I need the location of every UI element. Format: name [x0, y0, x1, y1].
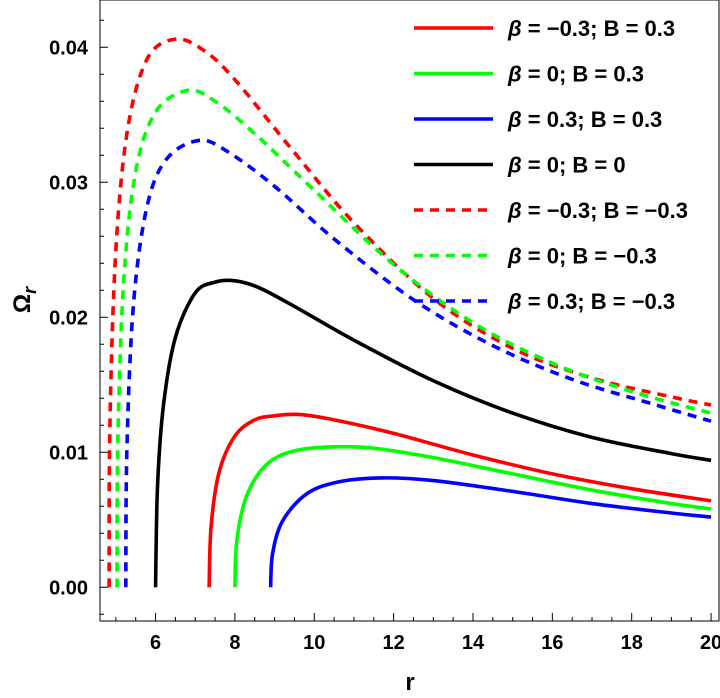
x-tick-label: 6 — [150, 632, 161, 654]
series-line-1 — [207, 412, 712, 588]
legend-label-7: β = 0.3; B = −0.3 — [507, 289, 675, 314]
y-tick-label: 0.02 — [49, 307, 88, 329]
legend-label-4: β = 0; B = 0 — [507, 153, 626, 178]
legend-beta-symbol: β — [507, 244, 522, 269]
series-line-2 — [233, 444, 712, 588]
y-axis-title: Ωr — [9, 286, 40, 313]
legend-beta-symbol: β — [507, 153, 522, 178]
curves-layer — [107, 37, 712, 588]
legend-beta-symbol: β — [507, 16, 522, 41]
series-line-6 — [115, 88, 712, 588]
plot-frame — [99, 0, 720, 622]
legend-label-text: = 0; B = −0.3 — [522, 244, 657, 269]
legend-label-text: = 0; B = 0 — [522, 153, 626, 178]
x-tick-label: 20 — [700, 632, 720, 654]
legend-beta-symbol: β — [507, 62, 522, 87]
legend: β = −0.3; B = 0.3β = 0; B = 0.3β = 0.3; … — [414, 16, 688, 314]
legend-label-1: β = −0.3; B = 0.3 — [507, 16, 675, 41]
x-axis-title: r — [405, 669, 414, 696]
legend-label-text: = 0.3; B = −0.3 — [522, 289, 675, 314]
x-axis-ticks: 6 8 10 12 14 16 18 20 — [115, 613, 720, 654]
y-axis-title-base: Ω — [9, 294, 36, 313]
x-tick-label: 12 — [383, 632, 405, 654]
legend-label-6: β = 0; B = −0.3 — [507, 244, 657, 269]
series-line-4 — [153, 278, 712, 588]
x-tick-label: 16 — [541, 632, 563, 654]
x-tick-label: 10 — [303, 632, 325, 654]
legend-beta-symbol: β — [507, 289, 522, 314]
x-tick-label: 8 — [229, 632, 240, 654]
series-line-5 — [107, 37, 712, 588]
series-line-7 — [123, 138, 712, 588]
legend-label-text: = 0.3; B = 0.3 — [522, 107, 663, 132]
legend-label-3: β = 0.3; B = 0.3 — [507, 107, 662, 132]
legend-beta-symbol: β — [507, 198, 522, 223]
series-line-3 — [268, 476, 712, 588]
legend-label-2: β = 0; B = 0.3 — [507, 62, 644, 87]
y-axis-ticks: 0.00 0.01 0.02 0.03 0.04 — [49, 19, 108, 615]
legend-label-5: β = −0.3; B = −0.3 — [507, 198, 688, 223]
y-tick-label: 0.00 — [49, 577, 88, 599]
y-axis-title-sub: r — [20, 286, 40, 294]
x-tick-label: 14 — [462, 632, 485, 654]
y-tick-label: 0.04 — [49, 37, 89, 59]
x-tick-label: 18 — [621, 632, 643, 654]
y-tick-label: 0.03 — [49, 172, 88, 194]
legend-beta-symbol: β — [507, 107, 522, 132]
legend-label-text: = 0; B = 0.3 — [522, 62, 644, 87]
legend-label-text: = −0.3; B = −0.3 — [522, 198, 688, 223]
y-tick-label: 0.01 — [49, 442, 88, 464]
legend-label-text: = −0.3; B = 0.3 — [522, 16, 675, 41]
